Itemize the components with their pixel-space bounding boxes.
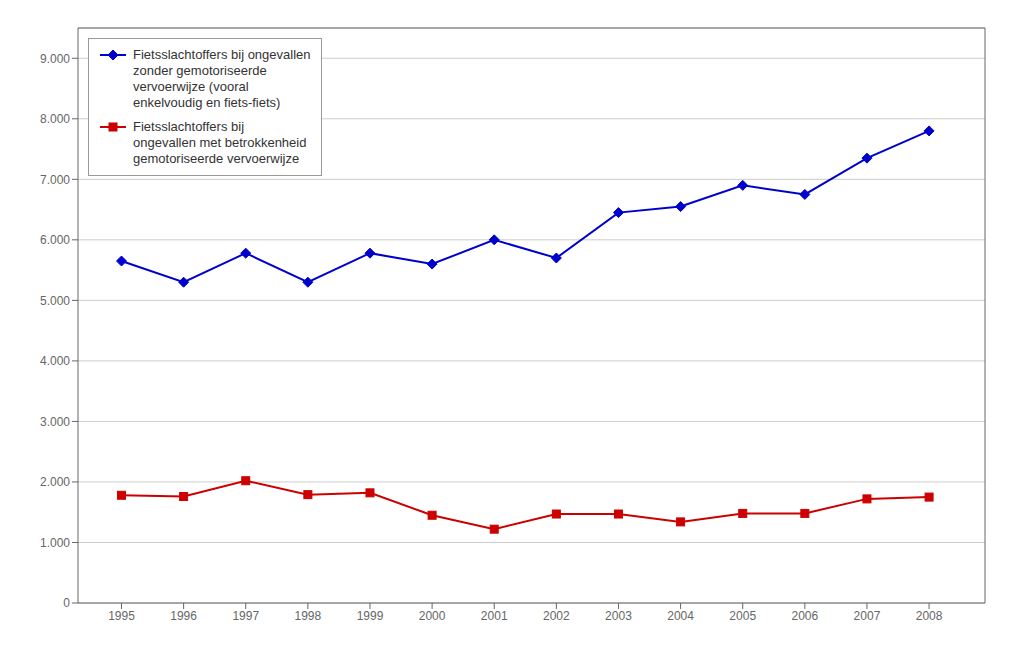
svg-text:1999: 1999 — [357, 609, 384, 623]
svg-text:1997: 1997 — [232, 609, 259, 623]
svg-text:2005: 2005 — [729, 609, 756, 623]
svg-text:2001: 2001 — [481, 609, 508, 623]
svg-text:2000: 2000 — [419, 609, 446, 623]
html-text:vervoerwijze (vooral: vervoerwijze (vooral — [133, 79, 249, 94]
html-text:Fietsslachtoffers bij: Fietsslachtoffers bij — [133, 119, 244, 134]
svg-text:2007: 2007 — [854, 609, 881, 623]
svg-text:2002: 2002 — [543, 609, 570, 623]
svg-text:1.000: 1.000 — [40, 536, 70, 550]
svg-text:2004: 2004 — [667, 609, 694, 623]
svg-text:1998: 1998 — [295, 609, 322, 623]
svg-text:2.000: 2.000 — [40, 475, 70, 489]
svg-text:4.000: 4.000 — [40, 354, 70, 368]
html-text:Fietsslachtoffers bij ongevall: Fietsslachtoffers bij ongevallen — [133, 47, 311, 62]
svg-text:9.000: 9.000 — [40, 52, 70, 66]
html-text:zonder gemotoriseerde: zonder gemotoriseerde — [133, 63, 267, 78]
svg-text:2006: 2006 — [791, 609, 818, 623]
svg-text:1995: 1995 — [108, 609, 135, 623]
svg-text:2008: 2008 — [916, 609, 943, 623]
svg-text:1996: 1996 — [170, 609, 197, 623]
svg-text:6.000: 6.000 — [40, 233, 70, 247]
svg-text:3.000: 3.000 — [40, 415, 70, 429]
svg-text:0: 0 — [63, 596, 70, 610]
html-text:enkelvoudig en fiets-fiets): enkelvoudig en fiets-fiets) — [133, 95, 281, 110]
svg-text:8.000: 8.000 — [40, 112, 70, 126]
html-text:ongevallen met betrokkenheid: ongevallen met betrokkenheid — [133, 135, 307, 150]
svg-text:2003: 2003 — [605, 609, 632, 623]
svg-text:5.000: 5.000 — [40, 294, 70, 308]
svg-text:7.000: 7.000 — [40, 173, 70, 187]
html-text:gemotoriseerde vervoerwijze: gemotoriseerde vervoerwijze — [133, 151, 300, 166]
